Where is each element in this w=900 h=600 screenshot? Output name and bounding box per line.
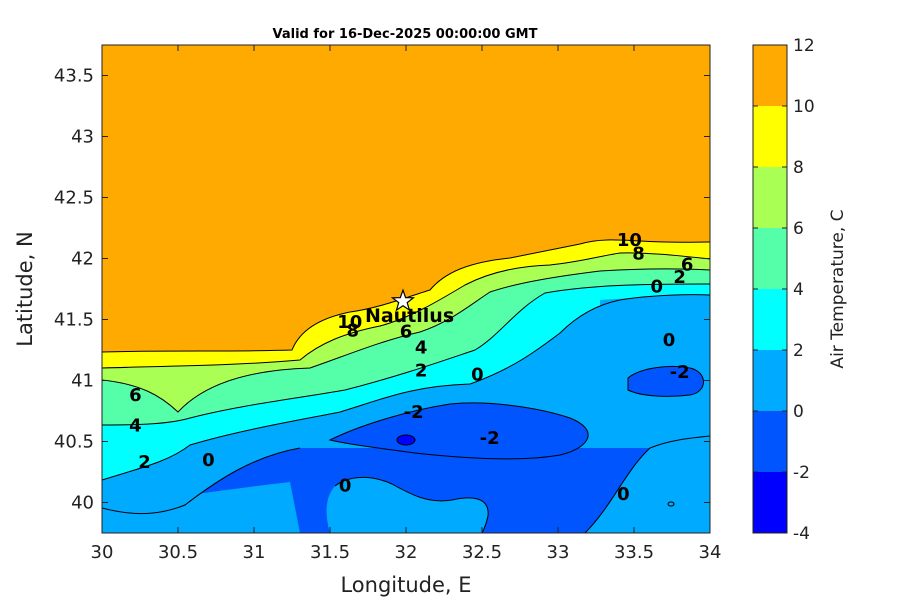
x-axis: 30 30.5 31 31.5 32 32.5 33 33.5 34 xyxy=(91,45,722,563)
x-tick-label: 32.5 xyxy=(462,542,502,563)
contour-label: 6 xyxy=(681,255,694,276)
contour-2 xyxy=(102,294,710,481)
colorbar-segment xyxy=(753,167,787,228)
contour-label: -2 xyxy=(480,428,500,449)
contour-label: 10 xyxy=(337,312,362,333)
colorbar-segment xyxy=(753,289,787,350)
band-neg4-neg2-pocket xyxy=(397,435,415,445)
contour-label: 0 xyxy=(663,330,676,351)
contour-neg2-east xyxy=(627,365,704,397)
y-tick-label: 43.5 xyxy=(54,66,94,87)
contour-small-southeast xyxy=(667,501,675,507)
colorbar-segment xyxy=(753,411,787,472)
colorbar-label: Air Temperature, C xyxy=(828,209,848,368)
contour-4 xyxy=(102,283,710,426)
colorbar-tick-label: -4 xyxy=(793,524,810,544)
band-neg2-0-coast xyxy=(102,482,300,533)
band-0-2-southeast xyxy=(585,436,710,533)
colorbar-tick-label: 8 xyxy=(793,158,804,178)
y-tick-label: 42.5 xyxy=(54,188,94,209)
colorbar-segment xyxy=(753,45,787,106)
contour-neg2-central xyxy=(328,402,589,460)
colorbar-tick-label: 10 xyxy=(793,97,815,117)
x-axis-label: Longitude, E xyxy=(340,573,471,597)
contour-10 xyxy=(102,239,710,353)
y-tick-label: 40.5 xyxy=(54,432,94,453)
colorbar-tick-label: 0 xyxy=(793,402,804,422)
contour-label: 4 xyxy=(415,338,428,359)
contour-label: 8 xyxy=(347,320,360,341)
contour-0-southpocket xyxy=(334,477,489,533)
contour-label: 6 xyxy=(400,322,413,343)
y-axis-label: Latitude, N xyxy=(13,231,37,347)
contour-label: 0 xyxy=(471,364,484,385)
contour-lines xyxy=(102,239,710,533)
contour-label: 0 xyxy=(651,277,664,298)
contour-0-south xyxy=(102,447,301,515)
x-tick-label: 32 xyxy=(395,542,418,563)
contour-label: -2 xyxy=(404,402,424,423)
colorbar: -4 -2 0 2 4 6 8 10 12 xyxy=(752,36,815,544)
y-tick-label: 41 xyxy=(71,371,94,392)
contour-0-southeast xyxy=(584,435,710,533)
contour-fills xyxy=(102,45,710,533)
x-tick-label: 30.5 xyxy=(158,542,198,563)
y-tick-label: 40 xyxy=(71,493,94,514)
x-tick-label: 33 xyxy=(547,542,570,563)
colorbar-segment xyxy=(753,228,787,289)
contour-label: 6 xyxy=(129,385,142,406)
contour-label: 2 xyxy=(138,452,151,473)
x-tick-label: 33.5 xyxy=(614,542,654,563)
colorbar-tick-label: 4 xyxy=(793,280,804,300)
y-tick-label: 42 xyxy=(71,249,94,270)
contour-label: 4 xyxy=(129,416,142,437)
colorbar-segment xyxy=(753,350,787,411)
contour-neg4-pocket xyxy=(396,434,416,446)
colorbar-segment xyxy=(753,106,787,167)
x-tick-label: 34 xyxy=(699,542,722,563)
band-neg4-neg2-east xyxy=(628,366,704,397)
contour-6 xyxy=(102,268,710,413)
contour-label: -2 xyxy=(670,362,690,383)
band-0-2-south xyxy=(326,477,489,533)
chart-title: Valid for 16-Dec-2025 00:00:00 GMT xyxy=(273,27,538,42)
y-tick-label: 41.5 xyxy=(54,310,94,331)
contour-label: 0 xyxy=(202,450,215,471)
star-icon xyxy=(390,288,416,312)
x-tick-label: 31.5 xyxy=(310,542,350,563)
x-tick-label: 31 xyxy=(243,542,266,563)
contour-label: 8 xyxy=(632,244,645,265)
station-marker: Nautilus xyxy=(365,288,454,327)
station-label: Nautilus xyxy=(365,305,454,327)
colorbar-tick-label: -2 xyxy=(793,463,810,483)
contour-label: 10 xyxy=(617,230,642,251)
contour-label: 0 xyxy=(339,475,352,496)
contour-label: 2 xyxy=(415,361,428,382)
colorbar-tick-label: 6 xyxy=(793,219,804,239)
x-tick-label: 30 xyxy=(91,542,114,563)
colorbar-tick-label: 2 xyxy=(793,341,804,361)
colorbar-segment xyxy=(753,472,787,533)
contour-label: 2 xyxy=(673,267,686,288)
band-neg4-neg2-central xyxy=(330,402,589,459)
colorbar-tick-label: 12 xyxy=(793,36,815,56)
contour-label: 0 xyxy=(617,484,630,505)
contour-8 xyxy=(102,252,710,369)
y-tick-label: 43 xyxy=(71,127,94,148)
band-neg2-0-north xyxy=(600,298,710,330)
